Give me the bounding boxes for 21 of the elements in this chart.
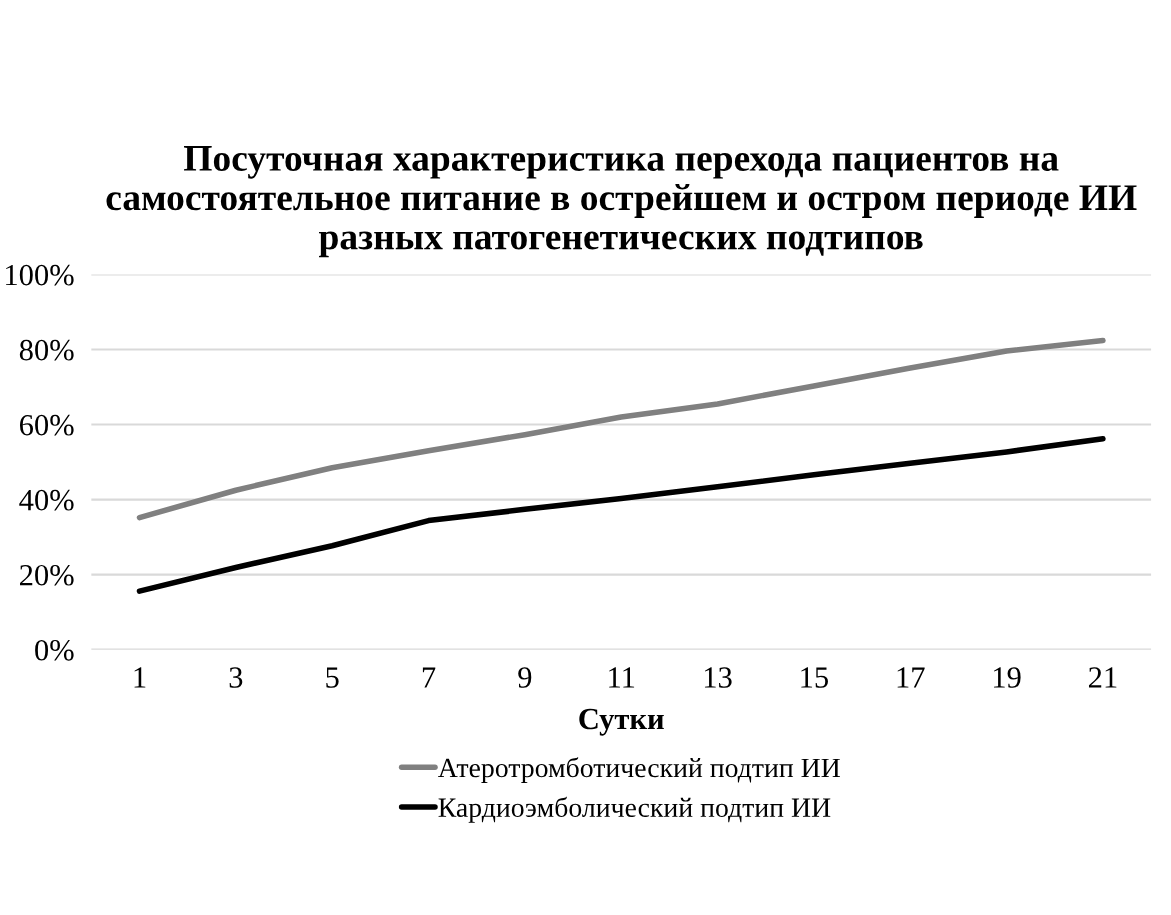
x-tick-label: 7 [422,667,436,688]
chart-title: Посуточная характеристика перехода пациентов на самостоятельное питание в острейшем и остром периоде ИИ разных патогенетических подтипов [106,146,1137,258]
y-tick-label: 0% [35,639,74,661]
y-tick-label: 60% [19,414,74,436]
x-tick-label: 21 [1088,667,1117,688]
y-tick-label: 20% [20,564,74,586]
y-tick-label: 100% [6,264,74,286]
x-axis-title: Сутки [579,708,664,736]
x-tick-label: 19 [993,667,1021,688]
y-tick-label: 80% [19,339,74,361]
y-tick-label: 40% [19,489,74,511]
x-tick-label: 17 [897,667,925,688]
x-tick-label: 11 [609,667,635,688]
x-tick-label: 9 [518,667,532,688]
legend-label: Атеротромботический подтип ИИ [438,757,840,783]
x-tick-label: 13 [704,667,732,688]
legend-label: Кардиоэмболический подтип ИИ [438,796,831,823]
x-tick-label: 1 [134,667,146,688]
x-tick-label: 15 [801,667,828,688]
x-tick-label: 5 [326,667,339,688]
x-tick-label: 3 [229,667,243,688]
